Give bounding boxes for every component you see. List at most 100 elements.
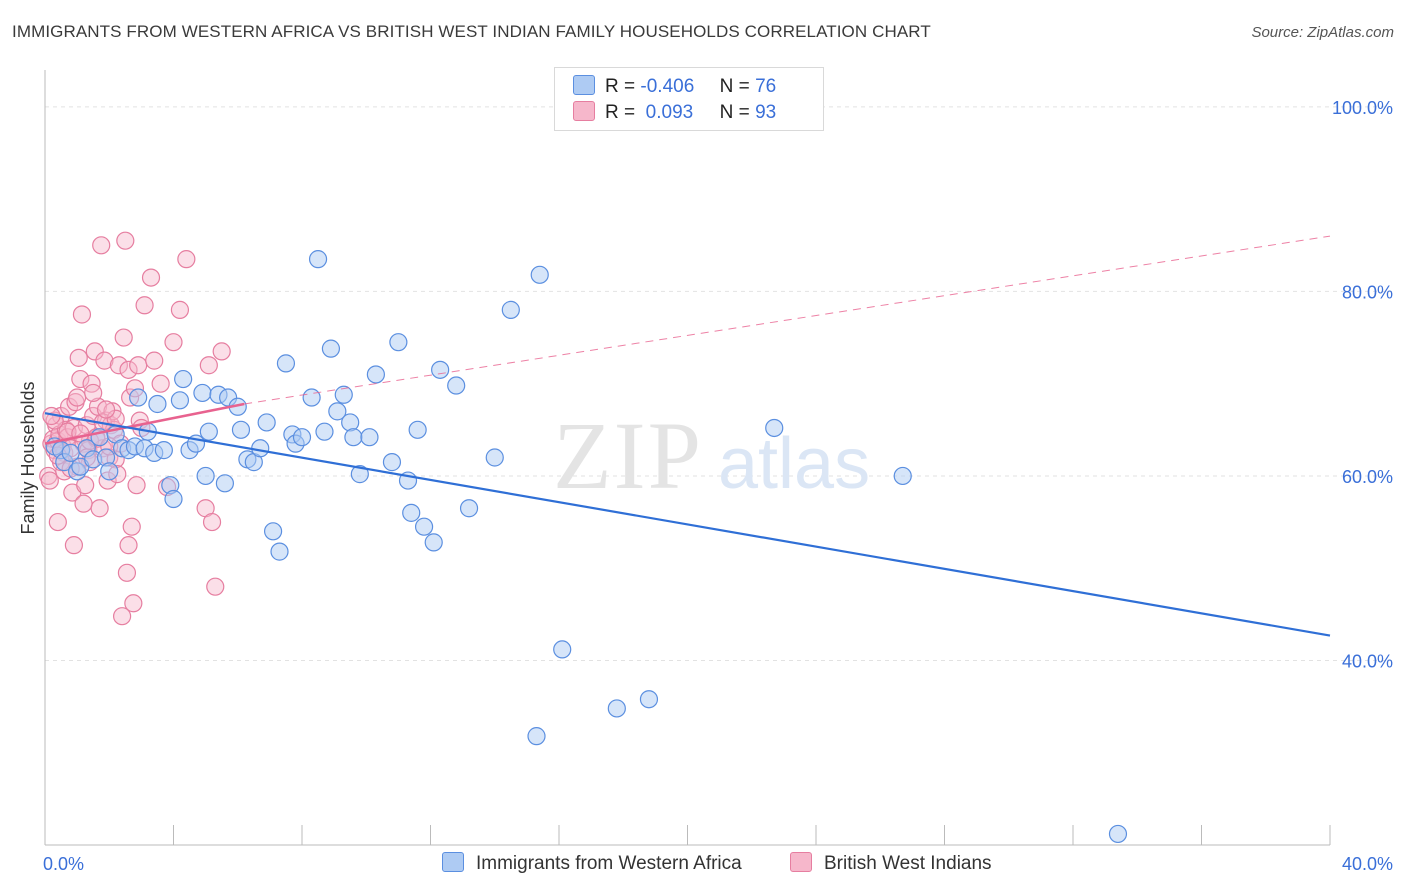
western-africa-point xyxy=(251,439,270,458)
y-axis-label: Family Households xyxy=(18,381,38,534)
western-africa-point xyxy=(215,474,234,493)
western-africa-point xyxy=(765,418,784,438)
british-west-indians-point xyxy=(127,476,146,495)
british-west-indians-point xyxy=(119,536,138,555)
british-west-indians-point xyxy=(74,494,93,513)
legend-r-value: 0.093 xyxy=(640,102,694,123)
watermark-atlas: atlas xyxy=(718,424,870,504)
legend-r-label: R = xyxy=(605,102,636,123)
chart-title: IMMIGRANTS FROM WESTERN AFRICA VS BRITIS… xyxy=(12,22,931,41)
western-africa-point xyxy=(501,300,520,319)
bottom-legend-swatch-blue xyxy=(442,852,464,872)
western-africa-point xyxy=(231,420,251,439)
british-west-indians-point xyxy=(124,594,143,613)
bottom-legend-label: Immigrants from Western Africa xyxy=(476,853,742,874)
legend-swatch-pink xyxy=(573,101,595,121)
bottom-legend-western-africa: Immigrants from Western Africa xyxy=(442,852,742,875)
western-africa-point xyxy=(174,369,193,389)
western-africa-point xyxy=(459,499,479,518)
legend-swatch-blue xyxy=(573,75,595,95)
western-africa-point xyxy=(270,542,289,561)
british-west-indians-point xyxy=(145,351,164,370)
bottom-legend-label: British West Indians xyxy=(824,853,992,874)
british-west-indians-point xyxy=(164,333,183,352)
western-africa-point xyxy=(447,376,466,395)
y-tick-label: 100.0% xyxy=(1332,98,1393,118)
western-africa-point xyxy=(154,441,173,460)
british-west-indians-point xyxy=(122,517,141,536)
western-africa-point xyxy=(164,489,183,509)
correlation-legend: R = -0.406 N = 76 R = 0.093 N = 93 xyxy=(554,67,824,131)
western-africa-point xyxy=(263,522,283,541)
legend-n-value: 76 xyxy=(755,76,777,97)
source-label: Source: ZipAtlas.com xyxy=(1251,24,1394,41)
legend-n-label: N = xyxy=(719,102,750,123)
western-africa-point xyxy=(607,699,626,718)
western-africa-points xyxy=(45,250,1128,844)
british-west-indians-point xyxy=(117,563,137,582)
western-africa-trend-line xyxy=(44,412,1331,637)
y-tick-label: 40.0% xyxy=(1342,651,1393,671)
western-africa-point xyxy=(328,402,347,421)
british-west-indians-point xyxy=(114,328,133,347)
legend-row-british-west-indians: R = 0.093 N = 93 xyxy=(573,101,776,125)
british-west-indians-point xyxy=(92,236,111,255)
western-africa-point xyxy=(639,690,659,709)
british-west-indians-point xyxy=(64,536,84,555)
western-africa-point xyxy=(276,354,296,373)
axes xyxy=(44,70,1331,846)
western-africa-point xyxy=(334,385,353,404)
british-west-indians-point xyxy=(151,374,170,393)
western-africa-point xyxy=(302,388,321,407)
western-africa-point xyxy=(485,448,504,467)
western-africa-point xyxy=(196,466,215,486)
western-africa-point xyxy=(402,503,421,522)
british-west-indians-point xyxy=(48,512,67,532)
western-africa-point xyxy=(199,422,218,441)
watermark-zip: ZIP xyxy=(553,402,703,509)
british-west-indians-point xyxy=(129,356,148,375)
british-west-indians-point xyxy=(85,342,104,361)
british-west-indians-point xyxy=(141,268,161,287)
western-africa-point xyxy=(366,365,385,384)
western-africa-point xyxy=(100,462,119,481)
british-west-indians-point xyxy=(82,374,101,393)
western-africa-point xyxy=(341,413,360,432)
british-west-indians-point xyxy=(90,499,109,518)
western-africa-point xyxy=(424,533,443,552)
trend-lines xyxy=(44,235,1331,637)
western-africa-point xyxy=(893,466,912,486)
western-africa-point xyxy=(148,394,167,414)
british-west-indians-point xyxy=(119,360,138,379)
western-africa-point xyxy=(350,465,369,484)
british-west-indians-point xyxy=(177,250,196,269)
western-africa-point xyxy=(193,383,212,403)
western-africa-point xyxy=(382,453,402,472)
western-africa-point xyxy=(344,428,363,447)
legend-n-value: 93 xyxy=(755,102,777,123)
western-africa-point xyxy=(1108,824,1128,844)
western-africa-point xyxy=(257,413,276,432)
western-africa-point xyxy=(170,391,190,410)
british-west-indians-point xyxy=(202,512,222,532)
british-west-indians-point xyxy=(109,356,128,375)
legend-n-label: N = xyxy=(719,76,750,97)
legend-row-western-africa: R = -0.406 N = 76 xyxy=(573,75,776,99)
watermark: ZIP atlas xyxy=(553,402,870,509)
british-west-indians-point xyxy=(71,369,90,389)
bottom-legend-british-west-indians: British West Indians xyxy=(790,852,992,875)
british-west-indians-point xyxy=(96,400,116,419)
western-africa-point xyxy=(129,388,148,407)
british-west-indians-point xyxy=(112,607,132,626)
western-africa-point xyxy=(321,339,341,358)
western-africa-point xyxy=(292,428,312,447)
western-africa-point xyxy=(527,727,546,746)
british-west-indians-point xyxy=(212,342,231,361)
british-west-indians-trend-extension xyxy=(244,235,1331,405)
british-west-indians-point xyxy=(68,388,87,407)
western-africa-point xyxy=(389,333,408,352)
western-africa-point xyxy=(360,428,379,447)
british-west-indians-point xyxy=(69,348,88,367)
british-west-indians-point xyxy=(206,577,225,596)
